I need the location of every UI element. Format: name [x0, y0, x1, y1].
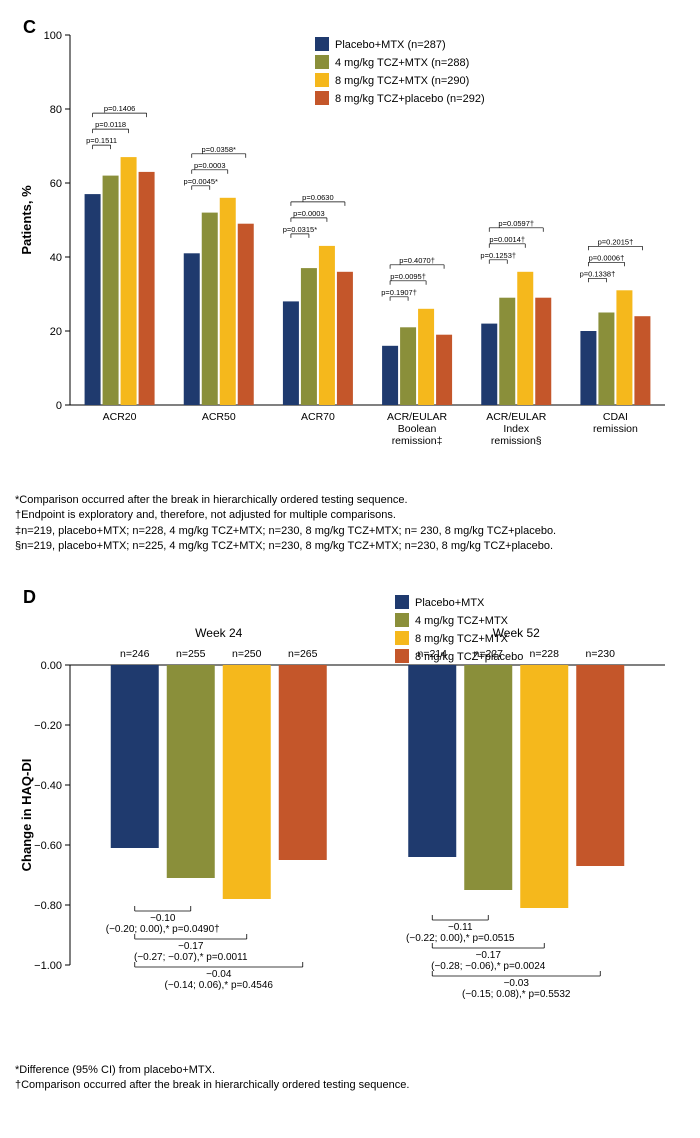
svg-text:p=0.4070†: p=0.4070†: [399, 256, 435, 265]
svg-text:(−0.20; 0.00),* p=0.0490†: (−0.20; 0.00),* p=0.0490†: [106, 924, 220, 935]
svg-text:n=255: n=255: [176, 648, 206, 660]
svg-text:p=0.1338†: p=0.1338†: [580, 269, 616, 278]
svg-text:4 mg/kg TCZ+MTX (n=288): 4 mg/kg TCZ+MTX (n=288): [335, 57, 469, 69]
svg-text:Index: Index: [503, 423, 529, 435]
svg-text:(−0.15; 0.08),* p=0.5532: (−0.15; 0.08),* p=0.5532: [462, 989, 571, 1000]
svg-text:−0.17: −0.17: [476, 950, 502, 961]
svg-text:0.00: 0.00: [41, 660, 62, 672]
svg-text:−0.04: −0.04: [206, 969, 232, 980]
svg-text:CDAI: CDAI: [603, 411, 628, 423]
panel-c: C 0 20 40 60 80 100 Patients, % ACR20 p=0.1511 p=0…: [15, 15, 685, 555]
svg-text:n=227: n=227: [474, 648, 504, 660]
svg-text:Placebo+MTX (n=287): Placebo+MTX (n=287): [335, 39, 446, 51]
svg-text:n=250: n=250: [232, 648, 262, 660]
svg-text:p=0.2015†: p=0.2015†: [598, 237, 634, 246]
svg-text:0: 0: [56, 400, 62, 412]
svg-text:Boolean: Boolean: [398, 423, 437, 435]
svg-text:p=0.0095†: p=0.0095†: [390, 272, 426, 281]
svg-text:−0.80: −0.80: [34, 900, 62, 912]
svg-text:−0.20: −0.20: [34, 720, 62, 732]
svg-text:p=0.1406: p=0.1406: [104, 104, 136, 113]
svg-text:p=0.0006†: p=0.0006†: [589, 253, 625, 262]
svg-text:Placebo+MTX: Placebo+MTX: [415, 597, 485, 609]
svg-text:D: D: [23, 587, 36, 607]
panel-d-chart: DPlacebo+MTX4 mg/kg TCZ+MTX8 mg/kg TCZ+M…: [15, 585, 685, 1055]
svg-text:remission‡: remission‡: [392, 435, 443, 447]
svg-text:n=246: n=246: [120, 648, 150, 660]
panel-c-footnotes: *Comparison occurred after the break in …: [15, 493, 685, 555]
svg-text:(−0.27; −0.07),* p=0.0011: (−0.27; −0.07),* p=0.0011: [134, 952, 248, 963]
svg-text:Change in HAQ-DI: Change in HAQ-DI: [19, 758, 34, 871]
svg-text:Week 52: Week 52: [493, 626, 540, 640]
svg-text:p=0.1253†: p=0.1253†: [480, 251, 516, 260]
svg-text:(−0.22; 0.00),* p=0.0515: (−0.22; 0.00),* p=0.0515: [406, 933, 515, 944]
svg-text:p=0.0358*: p=0.0358*: [202, 145, 236, 154]
svg-text:−0.60: −0.60: [34, 840, 62, 852]
panel-c-chart: C 0 20 40 60 80 100 Patients, % ACR20 p=0.1511 p=0…: [15, 15, 685, 485]
svg-text:n=214: n=214: [418, 648, 448, 660]
svg-text:p=0.0315*: p=0.0315*: [283, 225, 317, 234]
svg-text:p=0.0045*: p=0.0045*: [184, 177, 218, 186]
svg-text:remission: remission: [593, 423, 638, 435]
svg-text:ACR50: ACR50: [202, 411, 236, 423]
svg-text:20: 20: [50, 326, 62, 338]
svg-text:p=0.0118: p=0.0118: [95, 120, 126, 129]
svg-text:−0.03: −0.03: [504, 978, 530, 989]
svg-text:(−0.28; −0.06),* p=0.0024: (−0.28; −0.06),* p=0.0024: [431, 961, 546, 972]
svg-text:100: 100: [44, 30, 62, 42]
svg-text:40: 40: [50, 252, 62, 264]
panel-d-footnotes: *Difference (95% CI) from placebo+MTX.†C…: [15, 1063, 685, 1094]
svg-text:p=0.1907†: p=0.1907†: [381, 288, 417, 297]
svg-text:ACR20: ACR20: [103, 411, 137, 423]
svg-text:−0.10: −0.10: [150, 913, 176, 924]
svg-text:Week 24: Week 24: [195, 626, 242, 640]
svg-text:ACR70: ACR70: [301, 411, 335, 423]
svg-text:−0.11: −0.11: [448, 922, 473, 933]
svg-text:n=230: n=230: [586, 648, 616, 660]
svg-text:p=0.0003: p=0.0003: [293, 209, 325, 218]
svg-text:remission§: remission§: [491, 435, 542, 447]
svg-text:C: C: [23, 17, 36, 37]
svg-text:80: 80: [50, 104, 62, 116]
svg-text:p=0.0630: p=0.0630: [302, 193, 334, 202]
svg-text:p=0.0003: p=0.0003: [194, 161, 226, 170]
svg-text:−0.40: −0.40: [34, 780, 62, 792]
svg-text:−0.17: −0.17: [178, 941, 204, 952]
svg-text:8 mg/kg TCZ+placebo (n=292): 8 mg/kg TCZ+placebo (n=292): [335, 93, 485, 105]
svg-text:n=228: n=228: [530, 648, 560, 660]
svg-text:p=0.1511: p=0.1511: [86, 136, 117, 145]
svg-text:60: 60: [50, 178, 62, 190]
svg-text:n=265: n=265: [288, 648, 318, 660]
svg-text:ACR/EULAR: ACR/EULAR: [486, 411, 547, 423]
svg-text:−1.00: −1.00: [34, 960, 62, 972]
svg-text:8 mg/kg TCZ+MTX (n=290): 8 mg/kg TCZ+MTX (n=290): [335, 75, 469, 87]
svg-text:Patients, %: Patients, %: [19, 185, 34, 255]
svg-text:(−0.14; 0.06),* p=0.4546: (−0.14; 0.06),* p=0.4546: [165, 980, 274, 991]
svg-text:p=0.0597†: p=0.0597†: [498, 219, 534, 228]
panel-d: DPlacebo+MTX4 mg/kg TCZ+MTX8 mg/kg TCZ+M…: [15, 585, 685, 1094]
svg-text:ACR/EULAR: ACR/EULAR: [387, 411, 448, 423]
svg-text:p=0.0014†: p=0.0014†: [489, 235, 525, 244]
